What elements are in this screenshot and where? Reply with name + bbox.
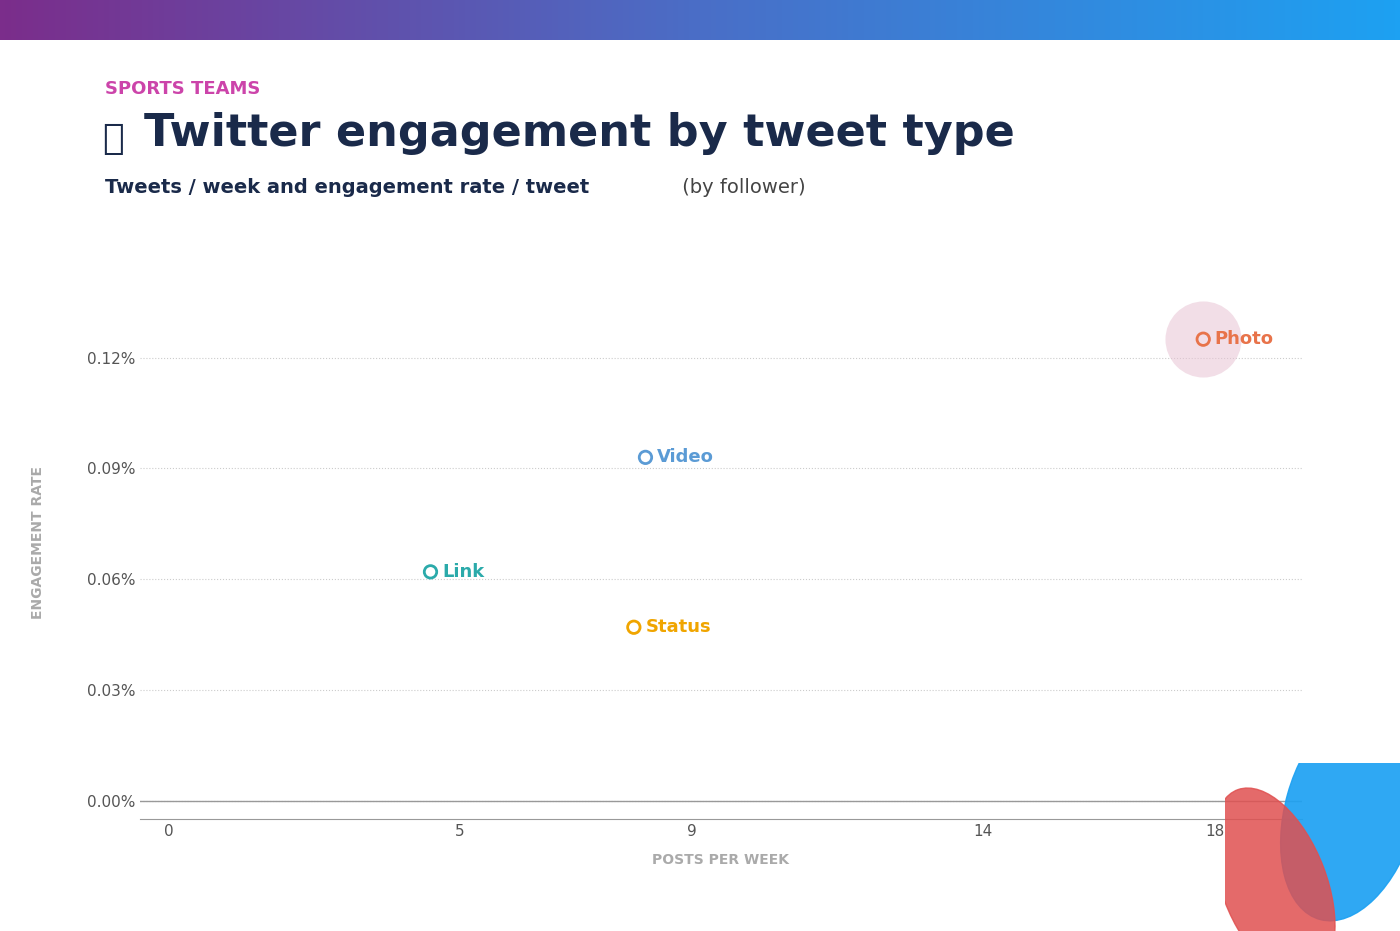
Text: 🐦: 🐦 <box>102 122 123 156</box>
Point <box>634 450 657 465</box>
Text: Tweets / week and engagement rate / tweet: Tweets / week and engagement rate / twee… <box>105 179 589 197</box>
Ellipse shape <box>1212 788 1336 931</box>
Text: Link: Link <box>442 563 484 581</box>
Point <box>1191 331 1214 346</box>
Point <box>1191 331 1214 346</box>
Point <box>623 620 645 635</box>
Text: Status: Status <box>645 618 711 636</box>
Text: Rival: Rival <box>1219 863 1261 878</box>
Text: Video: Video <box>657 449 714 466</box>
Point <box>420 564 442 579</box>
X-axis label: POSTS PER WEEK: POSTS PER WEEK <box>652 853 790 867</box>
Text: Photo: Photo <box>1215 331 1274 348</box>
Y-axis label: ENGAGEMENT RATE: ENGAGEMENT RATE <box>31 466 45 619</box>
Text: IQ: IQ <box>1228 892 1253 911</box>
Text: (by follower): (by follower) <box>676 179 806 197</box>
Text: SPORTS TEAMS: SPORTS TEAMS <box>105 80 260 98</box>
Ellipse shape <box>1281 700 1400 921</box>
Text: Twitter engagement by tweet type: Twitter engagement by tweet type <box>144 113 1015 155</box>
